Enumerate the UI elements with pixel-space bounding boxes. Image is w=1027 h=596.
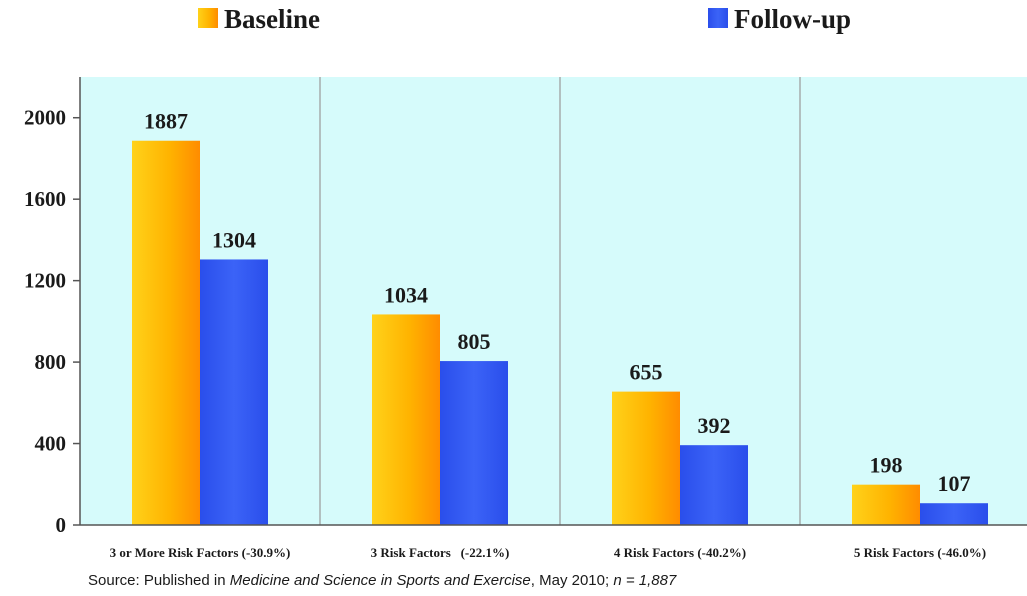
data-label-baseline: 198 xyxy=(870,453,903,478)
legend-swatch-baseline xyxy=(198,8,218,28)
source-date: , May 2010; xyxy=(531,572,614,589)
data-label-followup: 805 xyxy=(458,329,491,354)
x-category-label: 4 Risk Factors (-40.2%) xyxy=(614,545,746,560)
bar-followup xyxy=(200,259,268,525)
x-axis: 3 or More Risk Factors (-30.9%) 3 Risk Fa… xyxy=(80,524,1027,560)
data-label-followup: 107 xyxy=(938,471,971,496)
source-journal: Medicine and Science in Sports and Exerc… xyxy=(230,572,531,589)
data-labels: 1887 1304 1034 805 655 392 198 107 xyxy=(144,109,971,496)
bar-baseline xyxy=(132,140,200,526)
legend-label-baseline: Baseline xyxy=(224,4,320,34)
source-prefix: Source: Published in xyxy=(88,572,230,589)
data-label-followup: 1304 xyxy=(212,227,256,252)
bar-followup xyxy=(440,361,508,525)
data-label-baseline: 655 xyxy=(630,360,663,385)
bar-followup xyxy=(920,503,988,525)
y-tick-label: 1200 xyxy=(24,269,66,293)
category-separators xyxy=(319,77,801,525)
x-category-label: 3 or More Risk Factors (-30.9%) xyxy=(110,545,291,560)
y-axis: 0 400 800 1200 1600 2000 xyxy=(24,77,81,537)
bar-baseline xyxy=(612,391,680,525)
bar-baseline xyxy=(372,314,440,525)
legend-swatch-followup xyxy=(708,8,728,28)
y-tick-label: 800 xyxy=(35,350,67,374)
legend-label-followup: Follow-up xyxy=(734,4,851,34)
data-label-followup: 392 xyxy=(698,413,731,438)
y-tick-label: 2000 xyxy=(24,106,66,130)
y-tick-label: 1600 xyxy=(24,187,66,211)
source-n: n = 1,887 xyxy=(613,572,677,589)
legend: Baseline Follow-up xyxy=(198,4,851,34)
x-category-label: 5 Risk Factors (-46.0%) xyxy=(854,545,986,560)
data-label-baseline: 1887 xyxy=(144,109,188,134)
y-tick-label: 400 xyxy=(35,432,67,456)
bar-followup xyxy=(680,445,748,525)
y-tick-label: 0 xyxy=(56,513,67,537)
data-label-baseline: 1034 xyxy=(384,282,428,307)
bar-baseline xyxy=(852,484,920,525)
bars xyxy=(132,140,988,526)
x-category-label: 3 Risk Factors (-22.1%) xyxy=(371,545,510,560)
source-note: Source: Published in Medicine and Scienc… xyxy=(88,572,677,589)
